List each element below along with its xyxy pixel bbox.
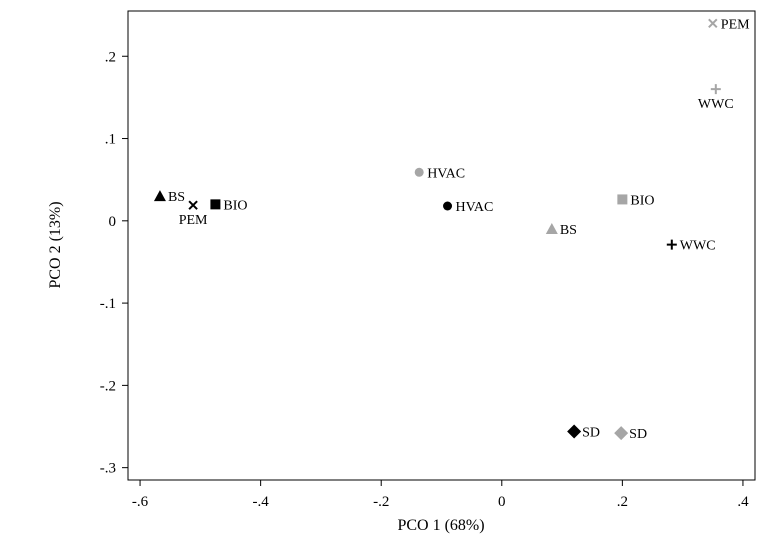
point-marker-square (617, 194, 628, 205)
data-point: HVAC (443, 200, 493, 215)
y-axis-title: PCO 2 (13%) (47, 201, 64, 288)
point-marker-x (188, 200, 198, 210)
x-tick-label: -.2 (373, 494, 389, 510)
data-points: BS PEM BIO HVAC WWC SD HVAC BIO BS PEM WWC SD (153, 17, 750, 442)
data-point: BS (153, 190, 185, 205)
x-tick-label: .2 (617, 494, 628, 510)
y-axis: -.3 -.2 -.1 0 .1 .2 (100, 49, 128, 477)
data-point: HVAC (414, 166, 465, 181)
data-point: SD (567, 424, 600, 440)
point-label: BIO (630, 193, 654, 208)
point-label: WWC (698, 97, 734, 112)
y-tick-label: -.2 (100, 378, 116, 394)
point-label: SD (629, 427, 647, 442)
y-tick-label: -.3 (100, 461, 116, 477)
point-label: PEM (179, 213, 208, 228)
data-point: BS (545, 223, 577, 238)
point-marker-x (708, 18, 718, 29)
x-tick-label: -.4 (253, 494, 270, 510)
point-label: PEM (721, 17, 750, 32)
data-point: BIO (617, 193, 654, 208)
x-axis: -.6 -.4 -.2 0 .2 .4 (132, 480, 749, 510)
x-tick-label: .4 (737, 494, 749, 510)
point-label: BIO (223, 198, 247, 213)
y-tick-label: 0 (109, 214, 117, 230)
x-axis-title: PCO 1 (68%) (397, 517, 484, 534)
x-tick-label: 0 (498, 494, 506, 510)
x-tick-label: -.6 (132, 494, 149, 510)
plot-frame (127, 10, 756, 481)
point-marker-diamond (567, 424, 582, 439)
point-marker-triangle (545, 223, 558, 235)
point-marker-circle (414, 167, 424, 177)
data-point: WWC (666, 239, 716, 254)
data-point: SD (614, 426, 647, 442)
point-label: WWC (680, 239, 716, 254)
point-marker-circle (443, 201, 453, 211)
point-marker-plus (710, 84, 721, 95)
y-tick-label: -.1 (100, 296, 116, 312)
data-point: WWC (698, 84, 734, 112)
data-point: BIO (210, 198, 248, 213)
point-marker-plus (666, 239, 677, 250)
point-label: SD (582, 425, 600, 440)
y-tick-label: .2 (105, 49, 116, 65)
point-label: BS (560, 223, 577, 238)
point-marker-diamond (614, 426, 629, 441)
point-label: BS (168, 190, 185, 205)
point-label: HVAC (427, 166, 465, 181)
data-point: PEM (708, 17, 750, 32)
data-point: PEM (179, 200, 208, 228)
point-marker-triangle (153, 190, 166, 202)
point-label: HVAC (456, 200, 494, 215)
y-tick-label: .1 (105, 132, 116, 148)
point-marker-square (210, 199, 221, 210)
